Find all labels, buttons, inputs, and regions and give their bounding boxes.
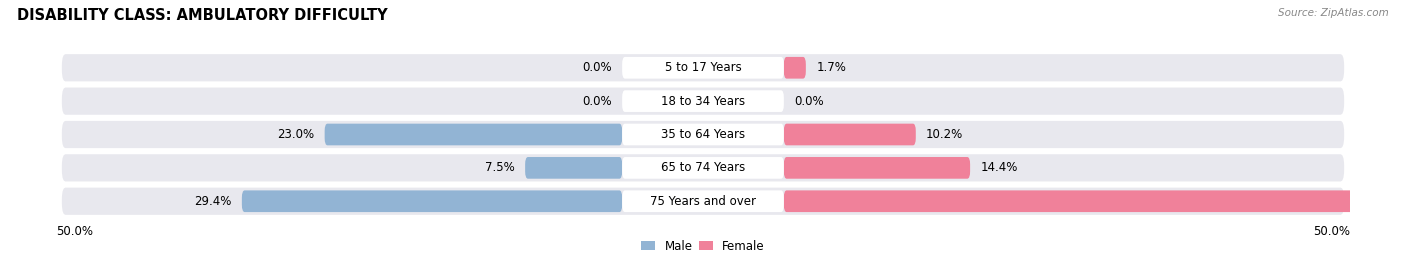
FancyBboxPatch shape <box>60 119 1346 150</box>
Text: 5 to 17 Years: 5 to 17 Years <box>665 61 741 74</box>
FancyBboxPatch shape <box>60 86 1346 116</box>
FancyBboxPatch shape <box>526 157 621 179</box>
Text: 0.0%: 0.0% <box>582 95 612 108</box>
Legend: Male, Female: Male, Female <box>641 240 765 253</box>
FancyBboxPatch shape <box>785 124 915 145</box>
Text: 1.7%: 1.7% <box>815 61 846 74</box>
FancyBboxPatch shape <box>325 124 621 145</box>
Text: DISABILITY CLASS: AMBULATORY DIFFICULTY: DISABILITY CLASS: AMBULATORY DIFFICULTY <box>17 8 388 23</box>
Text: 75 Years and over: 75 Years and over <box>650 195 756 208</box>
FancyBboxPatch shape <box>785 57 806 79</box>
FancyBboxPatch shape <box>621 90 785 112</box>
Text: 29.4%: 29.4% <box>194 195 232 208</box>
FancyBboxPatch shape <box>621 57 785 79</box>
Text: 65 to 74 Years: 65 to 74 Years <box>661 161 745 174</box>
Text: Source: ZipAtlas.com: Source: ZipAtlas.com <box>1278 8 1389 18</box>
Text: 18 to 34 Years: 18 to 34 Years <box>661 95 745 108</box>
Text: 50.0%: 50.0% <box>56 225 93 238</box>
Text: 35 to 64 Years: 35 to 64 Years <box>661 128 745 141</box>
FancyBboxPatch shape <box>242 190 621 212</box>
FancyBboxPatch shape <box>60 153 1346 183</box>
FancyBboxPatch shape <box>621 190 785 212</box>
Text: 14.4%: 14.4% <box>980 161 1018 174</box>
Text: 50.0%: 50.0% <box>1313 225 1350 238</box>
FancyBboxPatch shape <box>785 190 1406 212</box>
FancyBboxPatch shape <box>60 52 1346 83</box>
Text: 10.2%: 10.2% <box>927 128 963 141</box>
Text: 0.0%: 0.0% <box>794 95 824 108</box>
Text: 7.5%: 7.5% <box>485 161 515 174</box>
FancyBboxPatch shape <box>785 157 970 179</box>
Text: 0.0%: 0.0% <box>582 61 612 74</box>
FancyBboxPatch shape <box>60 186 1346 217</box>
FancyBboxPatch shape <box>621 157 785 179</box>
Text: 23.0%: 23.0% <box>277 128 315 141</box>
FancyBboxPatch shape <box>621 124 785 145</box>
